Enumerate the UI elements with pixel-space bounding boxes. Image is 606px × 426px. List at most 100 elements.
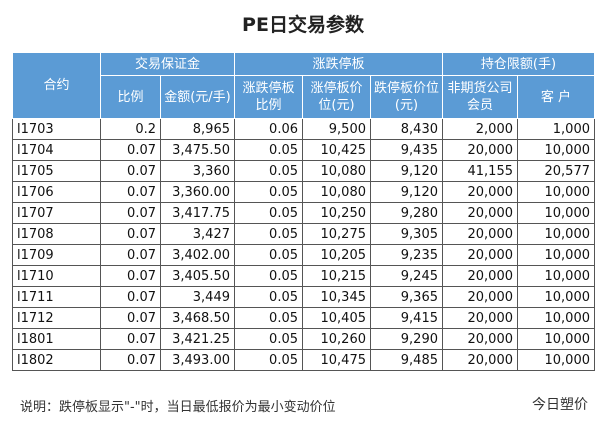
table-cell: 9,305 xyxy=(370,223,443,245)
table-cell: 20,000 xyxy=(442,286,518,308)
table-cell: 20,000 xyxy=(442,223,518,245)
table-cell: 9,235 xyxy=(370,244,443,266)
table-cell: 3,405.50 xyxy=(160,265,235,287)
table-cell: 10,345 xyxy=(302,286,371,308)
table-cell: 8,430 xyxy=(370,118,443,140)
table-cell: 0.05 xyxy=(234,328,303,350)
header-cell: 交易保证金 xyxy=(100,52,235,76)
table-cell: 9,500 xyxy=(302,118,371,140)
table-cell: 3,475.50 xyxy=(160,139,235,161)
table-cell: 0.07 xyxy=(100,307,161,329)
header-cell: 涨跌停板 xyxy=(234,52,443,76)
header-cell: 客 户 xyxy=(517,75,595,119)
table-cell: 20,577 xyxy=(517,160,595,182)
table-cell: 10,425 xyxy=(302,139,371,161)
table-row: l1801 0.07 3,421.25 0.05 10,260 9,290 20,000 10… xyxy=(12,328,595,350)
table-cell: 0.05 xyxy=(234,286,303,308)
table-cell: 3,402.00 xyxy=(160,244,235,266)
table-row: l1708 0.07 3,427 0.05 10,275 9,305 20,000 10,00… xyxy=(12,223,595,245)
table-row: l1706 0.07 3,360.00 0.05 10,080 9,120 20,000 10… xyxy=(12,181,595,203)
table-cell: 10,000 xyxy=(517,328,595,350)
header-cell: 涨跌停板比例 xyxy=(234,75,303,119)
table-cell: l1704 xyxy=(12,139,101,161)
table-row: l1711 0.07 3,449 0.05 10,345 9,365 20,000 10,00… xyxy=(12,286,595,308)
table-cell: l1802 xyxy=(12,349,101,371)
header-cell: 持仓限额(手) xyxy=(442,52,595,76)
table-row: l1802 0.07 3,493.00 0.05 10,475 9,485 20,000 10… xyxy=(12,349,595,371)
table-cell: 9,120 xyxy=(370,160,443,182)
header-cell: 比例 xyxy=(100,75,161,119)
table-cell: 0.05 xyxy=(234,181,303,203)
table-cell: 20,000 xyxy=(442,307,518,329)
title: PE日交易参数 xyxy=(242,14,364,36)
table-row: l1710 0.07 3,405.50 0.05 10,215 9,245 20,000 10… xyxy=(12,265,595,287)
header-cell: 涨停板价位(元) xyxy=(302,75,371,119)
table-cell: 10,000 xyxy=(517,139,595,161)
table-cell: 0.05 xyxy=(234,244,303,266)
table-cell: l1711 xyxy=(12,286,101,308)
table-cell: 0.05 xyxy=(234,223,303,245)
table-cell: 10,475 xyxy=(302,349,371,371)
table-cell: 0.07 xyxy=(100,265,161,287)
table-cell: l1710 xyxy=(12,265,101,287)
header-cell: 跌停板价位(元) xyxy=(370,75,443,119)
table-cell: 10,000 xyxy=(517,181,595,203)
table-cell: 3,360.00 xyxy=(160,181,235,203)
table-cell: 0.07 xyxy=(100,223,161,245)
table-cell: 10,000 xyxy=(517,307,595,329)
table-row: l1712 0.07 3,468.50 0.05 10,405 9,415 20,000 10… xyxy=(12,307,595,329)
table-row: l1707 0.07 3,417.75 0.05 10,250 9,280 20,000 10… xyxy=(12,202,595,224)
table-cell: 20,000 xyxy=(442,265,518,287)
table-cell: 0.07 xyxy=(100,244,161,266)
table-cell: l1708 xyxy=(12,223,101,245)
table-cell: 10,405 xyxy=(302,307,371,329)
table-cell: 0.07 xyxy=(100,349,161,371)
table-cell: 2,000 xyxy=(442,118,518,140)
table-cell: 3,421.25 xyxy=(160,328,235,350)
table-cell: l1703 xyxy=(12,118,101,140)
header-cell: 合约 xyxy=(12,52,101,119)
logo: 今日塑价 xyxy=(532,397,588,413)
header-cell: 非期货公司会员 xyxy=(442,75,518,119)
table-cell: 0.06 xyxy=(234,118,303,140)
table-cell: 10,260 xyxy=(302,328,371,350)
header-cell: 金额(元/手) xyxy=(160,75,235,119)
table-cell: 10,000 xyxy=(517,244,595,266)
table-cell: 9,415 xyxy=(370,307,443,329)
table-cell: l1707 xyxy=(12,202,101,224)
table-cell: l1709 xyxy=(12,244,101,266)
table-row: l1704 0.07 3,475.50 0.05 10,425 9,435 20,000 10… xyxy=(12,139,595,161)
table-cell: l1705 xyxy=(12,160,101,182)
table-cell: 10,275 xyxy=(302,223,371,245)
table-cell: 10,000 xyxy=(517,202,595,224)
table-cell: 9,435 xyxy=(370,139,443,161)
table-cell: 3,493.00 xyxy=(160,349,235,371)
table-cell: 9,245 xyxy=(370,265,443,287)
table-cell: 0.05 xyxy=(234,265,303,287)
table-cell: 3,427 xyxy=(160,223,235,245)
table-cell: 1,000 xyxy=(517,118,595,140)
table-cell: 9,280 xyxy=(370,202,443,224)
table-row: l1709 0.07 3,402.00 0.05 10,205 9,235 20,000 10… xyxy=(12,244,595,266)
table-cell: 10,000 xyxy=(517,223,595,245)
table-cell: 3,360 xyxy=(160,160,235,182)
table-cell: 9,290 xyxy=(370,328,443,350)
table-cell: 20,000 xyxy=(442,202,518,224)
table-cell: 0.07 xyxy=(100,160,161,182)
table-cell: 20,000 xyxy=(442,181,518,203)
table-cell: 10,250 xyxy=(302,202,371,224)
table-cell: 0.07 xyxy=(100,202,161,224)
table-cell: 0.05 xyxy=(234,349,303,371)
table-cell: 10,000 xyxy=(517,265,595,287)
table-cell: 0.07 xyxy=(100,286,161,308)
table-cell: 10,080 xyxy=(302,160,371,182)
table-cell: 0.05 xyxy=(234,160,303,182)
table-cell: 0.07 xyxy=(100,181,161,203)
table-cell: 20,000 xyxy=(442,328,518,350)
table-cell: 3,468.50 xyxy=(160,307,235,329)
table-cell: 0.05 xyxy=(234,307,303,329)
table-cell: 20,000 xyxy=(442,244,518,266)
table-row: l1705 0.07 3,360 0.05 10,080 9,120 41,155 20,57… xyxy=(12,160,595,182)
table-cell: 0.05 xyxy=(234,139,303,161)
